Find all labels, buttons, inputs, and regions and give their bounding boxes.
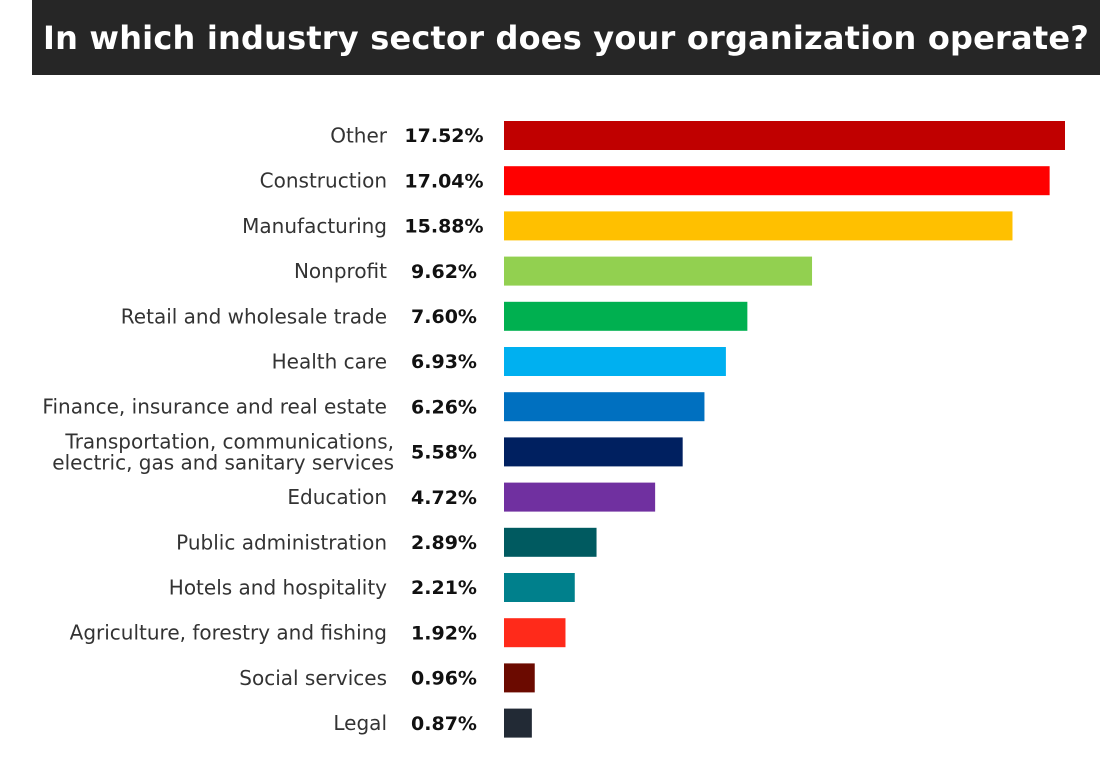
- value-label-8: 4.72%: [411, 487, 477, 509]
- category-label-3: Nonprofit: [294, 259, 387, 283]
- value-label-13: 0.87%: [411, 713, 477, 735]
- category-label-1: Construction: [260, 169, 387, 193]
- value-label-4: 7.60%: [411, 306, 477, 328]
- value-label-3: 9.62%: [411, 261, 477, 283]
- category-label-2: Manufacturing: [242, 214, 387, 238]
- bar-12: [504, 663, 535, 693]
- bar-11: [504, 618, 566, 648]
- bar-13: [504, 708, 532, 738]
- value-label-2: 15.88%: [404, 216, 483, 238]
- bar-1: [504, 166, 1050, 196]
- chart-title: In which industry sector does your organ…: [43, 18, 1089, 57]
- value-label-5: 6.93%: [411, 351, 477, 373]
- category-label-4: Retail and wholesale trade: [121, 304, 387, 328]
- bar-9: [504, 527, 597, 557]
- bar-4: [504, 301, 748, 331]
- value-label-10: 2.21%: [411, 577, 477, 599]
- category-label-5: Health care: [272, 350, 387, 374]
- category-label-7: Transportation, communications, electric,…: [52, 429, 394, 474]
- category-label-8: Education: [287, 485, 387, 509]
- value-label-11: 1.92%: [411, 622, 477, 644]
- bar-3: [504, 256, 813, 286]
- value-label-6: 6.26%: [411, 396, 477, 418]
- value-label-7: 5.58%: [411, 442, 477, 464]
- title-bar: In which industry sector does your organ…: [32, 0, 1100, 75]
- value-label-9: 2.89%: [411, 532, 477, 554]
- bar-2: [504, 211, 1013, 241]
- bar-7: [504, 437, 683, 467]
- category-label-0: Other: [330, 124, 388, 148]
- value-label-12: 0.96%: [411, 668, 477, 690]
- bar-5: [504, 347, 726, 376]
- value-label-1: 17.04%: [404, 170, 483, 192]
- value-label-0: 17.52%: [404, 125, 483, 147]
- category-label-9: Public administration: [176, 530, 387, 554]
- bar-6: [504, 392, 705, 422]
- category-label-10: Hotels and hospitality: [169, 576, 387, 600]
- category-label-11: Agriculture, forestry and fishing: [70, 621, 387, 645]
- category-label-12: Social services: [239, 666, 387, 690]
- bar-10: [504, 573, 575, 602]
- bar-0: [504, 121, 1065, 150]
- bar-8: [504, 482, 656, 512]
- category-label-6: Finance, insurance and real estate: [42, 395, 387, 419]
- category-label-13: Legal: [333, 711, 387, 735]
